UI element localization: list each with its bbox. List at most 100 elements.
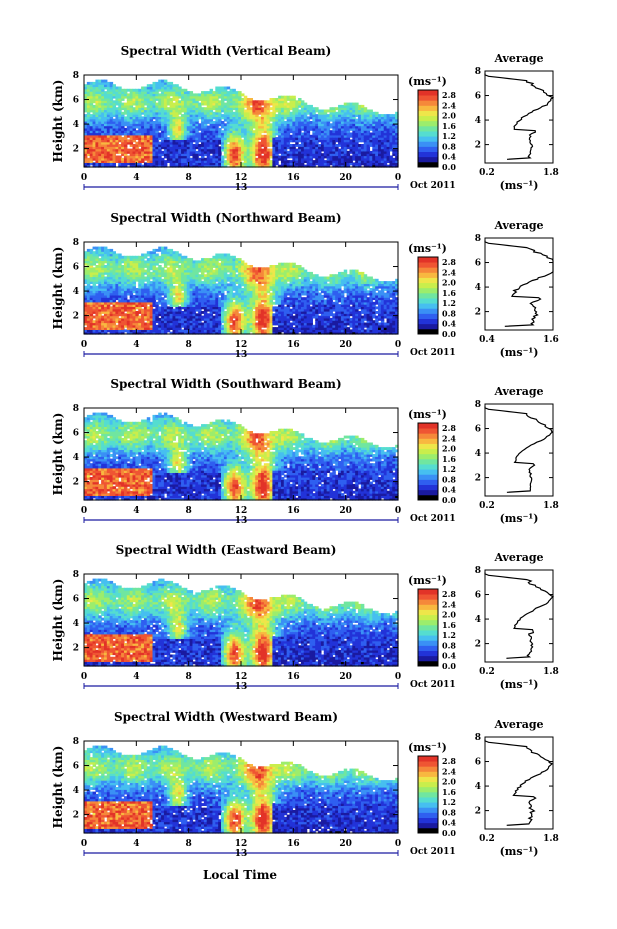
heatmap-cells [84, 246, 399, 335]
y-tick-label: 4 [73, 453, 79, 463]
colorbar-tick-label: 2.4 [442, 267, 456, 277]
average-line [484, 73, 555, 160]
colorbar-tick-label: 2.0 [442, 777, 456, 787]
colorbar-swatch [418, 318, 438, 325]
x-tick-label: 4 [133, 340, 139, 350]
colorbar-tick-label: 1.2 [442, 298, 456, 308]
colorbar-tick-label: 2.0 [442, 278, 456, 288]
colorbar-swatch [418, 802, 438, 808]
average-line [484, 572, 555, 659]
colorbar-swatch [418, 287, 438, 294]
x-tick-label: 0 [395, 173, 401, 183]
average-x-tick-label: 1.8 [543, 667, 559, 677]
y-tick-label: 4 [73, 287, 79, 297]
colorbar-swatch [418, 100, 438, 106]
x-tick-label: 20 [339, 672, 352, 682]
colorbar-swatch [418, 589, 438, 595]
average-y-tick-label: 8 [475, 400, 481, 410]
x-tick-label: 4 [133, 672, 139, 682]
average-y-tick-label: 6 [475, 758, 481, 768]
colorbar-tick-label: 1.2 [442, 464, 456, 474]
x-tick-label: 16 [287, 839, 300, 849]
average-profile: Average 2 4 6 8 0.2 1.8 (ms⁻¹) [475, 385, 559, 525]
average-x-label: (ms⁻¹) [500, 845, 539, 858]
x-tick-label: 0 [81, 672, 87, 682]
y-tick-label: 2 [73, 478, 79, 488]
colorbar-swatch [418, 110, 438, 117]
colorbar-tick-label: 0.8 [442, 308, 456, 318]
average-x-tick-label: 1.6 [543, 335, 559, 345]
colorbar-swatch [418, 594, 438, 600]
average-line [484, 240, 554, 327]
heatmap-cells [84, 578, 399, 667]
colorbar-swatch [418, 599, 438, 605]
colorbar-swatch [418, 262, 438, 268]
average-x-label: (ms⁻¹) [500, 678, 539, 691]
colorbar-tick-label: 1.2 [442, 797, 456, 807]
x-tick-label: 4 [133, 173, 139, 183]
colorbar-tick-label: 2.8 [442, 589, 456, 599]
colorbar-tick-label: 2.4 [442, 599, 456, 609]
colorbar-swatch [418, 303, 438, 309]
average-x-tick-label: 0.2 [479, 168, 495, 178]
average-x-tick-label: 0.2 [479, 667, 495, 677]
colorbar-swatch [418, 151, 438, 158]
colorbar-swatch [418, 298, 438, 304]
y-tick-label: 4 [73, 120, 79, 130]
colorbar-tick-label: 2.8 [442, 423, 456, 433]
x-tick-label: 20 [339, 506, 352, 516]
colorbar-swatch [418, 448, 438, 455]
colorbar-swatch [418, 812, 438, 818]
average-y-tick-label: 8 [475, 566, 481, 576]
colorbar-tick-label: 0.4 [442, 319, 456, 329]
panel-title: Spectral Width (Eastward Beam) [116, 543, 337, 557]
colorbar: (ms⁻¹) 2.82.42.01.61.20.80.40.0 [408, 741, 456, 838]
panel-1: Spectral Width (Vertical Beam) 2 4 6 8 Height… [51, 44, 559, 193]
x-tick-label: 8 [186, 672, 192, 682]
colorbar-swatch [418, 156, 438, 163]
y-tick-label: 6 [73, 96, 79, 106]
colorbar-swatch [418, 817, 438, 824]
colorbar-swatch [418, 766, 438, 772]
colorbar-swatch [418, 660, 438, 667]
colorbar-tick-label: 0.8 [442, 141, 456, 151]
colorbar-tick-label: 2.4 [442, 766, 456, 776]
average-x-tick-label: 0.2 [479, 834, 495, 844]
average-y-tick-label: 8 [475, 67, 481, 77]
average-frame [484, 403, 554, 497]
panel-title: Spectral Width (Southward Beam) [110, 377, 341, 391]
colorbar-frame [417, 256, 439, 335]
y-axis-label: Height (km) [51, 746, 65, 829]
colorbar-swatch [418, 797, 438, 803]
average-y-tick-label: 4 [475, 615, 481, 625]
heatmap-cells [84, 412, 399, 501]
x-tick-label: 16 [287, 506, 300, 516]
colorbar-swatch [418, 761, 438, 767]
average-y-tick-label: 2 [475, 640, 481, 650]
average-x-tick-label: 0.2 [479, 501, 495, 511]
panel-title: Spectral Width (Vertical Beam) [121, 44, 332, 58]
colorbar-swatch [418, 120, 438, 127]
average-y-tick-label: 2 [475, 141, 481, 151]
y-tick-label: 8 [73, 737, 79, 747]
average-y-tick-label: 4 [475, 283, 481, 293]
colorbar-swatch [418, 474, 438, 480]
y-axis-label: Height (km) [51, 413, 65, 496]
colorbar-swatch [418, 822, 438, 829]
average-x-tick-label: 1.8 [543, 834, 559, 844]
average-frame [484, 237, 554, 331]
colorbar-swatch [418, 272, 438, 278]
y-tick-label: 6 [73, 429, 79, 439]
x-tick-label: 8 [186, 506, 192, 516]
colorbar-tick-label: 2.8 [442, 257, 456, 267]
x-tick-label: 8 [186, 173, 192, 183]
colorbar-swatch [418, 267, 438, 273]
average-profile: Average 2 4 6 8 0.2 1.8 (ms⁻¹) [475, 551, 559, 691]
colorbar-tick-label: 2.0 [442, 444, 456, 454]
colorbar-swatch [418, 609, 438, 616]
colorbar-swatch [418, 604, 438, 610]
colorbar-swatch [418, 125, 438, 132]
average-y-tick-label: 6 [475, 591, 481, 601]
colorbar-swatch [418, 257, 438, 263]
y-tick-label: 8 [73, 238, 79, 248]
